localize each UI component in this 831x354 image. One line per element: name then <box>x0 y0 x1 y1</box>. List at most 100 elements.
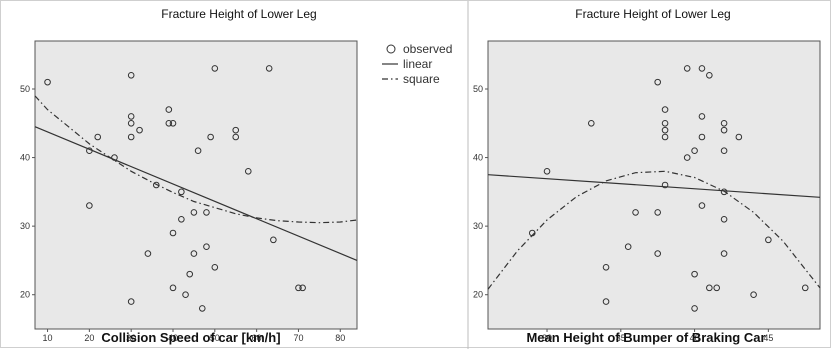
data-point <box>801 284 809 292</box>
legend-item-square: square <box>382 72 440 86</box>
data-point <box>543 167 551 175</box>
x-tick-label: 60 <box>252 333 262 343</box>
x-tick-label: 35 <box>616 333 626 343</box>
data-point <box>169 229 177 237</box>
data-point <box>232 133 240 141</box>
x-tick-label: 40 <box>690 333 700 343</box>
y-tick-label: 50 <box>473 84 483 94</box>
chart-right: Fracture Height of Lower Leg 30 35 40 45 20… <box>473 7 821 345</box>
data-point <box>587 119 595 127</box>
data-point <box>203 209 210 216</box>
data-point <box>713 284 721 292</box>
plot-area <box>487 40 821 330</box>
square-fit-curve <box>487 170 821 290</box>
data-point <box>207 133 214 141</box>
data-point <box>528 229 536 237</box>
legend: observed linear square <box>382 42 452 86</box>
linear-fit-line <box>34 126 358 261</box>
data-point <box>299 284 306 292</box>
data-point <box>127 133 135 141</box>
data-point <box>270 236 277 244</box>
fit-lines <box>34 95 358 261</box>
data-point <box>182 291 189 299</box>
data-point <box>750 291 757 299</box>
y-tick-label: 40 <box>473 153 483 163</box>
legend-label-linear: linear <box>403 57 432 71</box>
data-point <box>111 154 118 161</box>
data-point <box>765 236 772 244</box>
data-point <box>698 113 706 120</box>
data-point <box>661 181 669 189</box>
data-point <box>654 78 661 86</box>
y-tick-label: 40 <box>20 153 30 163</box>
data-point <box>706 71 713 79</box>
data-point <box>691 147 698 155</box>
data-point <box>735 133 743 141</box>
y-tick-label: 30 <box>473 221 483 231</box>
data-point <box>127 298 135 305</box>
data-point <box>632 209 639 216</box>
plot-area <box>34 40 358 330</box>
data-point <box>691 305 698 312</box>
data-point <box>94 133 102 141</box>
y-tick-label: 30 <box>20 221 30 231</box>
data-point <box>698 202 706 209</box>
x-axis: 30 35 40 45 <box>542 329 773 343</box>
data-point <box>602 298 610 305</box>
data-point <box>654 250 661 257</box>
data-point <box>602 263 610 271</box>
legend-marker-observed <box>386 44 396 54</box>
data-point <box>152 181 160 189</box>
chart-left: Fracture Height of Lower Leg 10 20 30 40 50 6… <box>20 7 452 345</box>
x-tick-label: 10 <box>43 333 53 343</box>
data-point <box>190 250 198 257</box>
data-point <box>203 243 210 251</box>
data-point <box>127 71 135 79</box>
data-point <box>178 188 185 196</box>
data-point <box>169 119 177 127</box>
x-tick-label: 20 <box>84 333 94 343</box>
data-point <box>720 126 728 134</box>
data-point <box>211 263 219 271</box>
data-point <box>165 106 173 113</box>
data-point <box>720 147 728 155</box>
y-tick-label: 20 <box>473 290 483 300</box>
legend-item-observed: observed <box>386 42 452 56</box>
x-tick-label: 45 <box>763 333 773 343</box>
linear-fit-line <box>487 174 821 198</box>
data-point <box>661 106 669 113</box>
chart-title: Fracture Height of Lower Leg <box>161 7 316 21</box>
data-point <box>691 270 698 278</box>
legend-label-square: square <box>403 72 440 86</box>
data-point <box>720 188 728 196</box>
chart-title: Fracture Height of Lower Leg <box>575 7 730 21</box>
data-point <box>661 133 669 141</box>
data-point <box>165 119 173 127</box>
square-fit-curve <box>34 95 358 224</box>
x-tick-label: 80 <box>335 333 345 343</box>
data-point <box>720 250 728 257</box>
data-point <box>211 65 219 72</box>
fit-lines <box>487 170 821 290</box>
y-axis: 20 30 40 50 <box>20 84 35 300</box>
data-point <box>86 147 93 155</box>
x-axis: 10 20 30 40 50 60 70 80 <box>43 329 345 343</box>
x-tick-label: 30 <box>542 333 552 343</box>
legend-item-linear: linear <box>382 57 432 71</box>
x-tick-label: 30 <box>126 333 136 343</box>
data-point <box>698 65 706 72</box>
x-tick-label: 70 <box>293 333 303 343</box>
data-point <box>127 113 135 120</box>
data-points <box>44 65 306 312</box>
data-point <box>265 65 273 72</box>
data-point <box>661 119 669 127</box>
y-tick-label: 50 <box>20 84 30 94</box>
data-point <box>698 133 706 141</box>
data-point <box>720 215 728 223</box>
x-tick-label: 50 <box>210 333 220 343</box>
data-points <box>528 65 809 312</box>
data-point <box>169 284 177 292</box>
data-point <box>232 126 240 134</box>
